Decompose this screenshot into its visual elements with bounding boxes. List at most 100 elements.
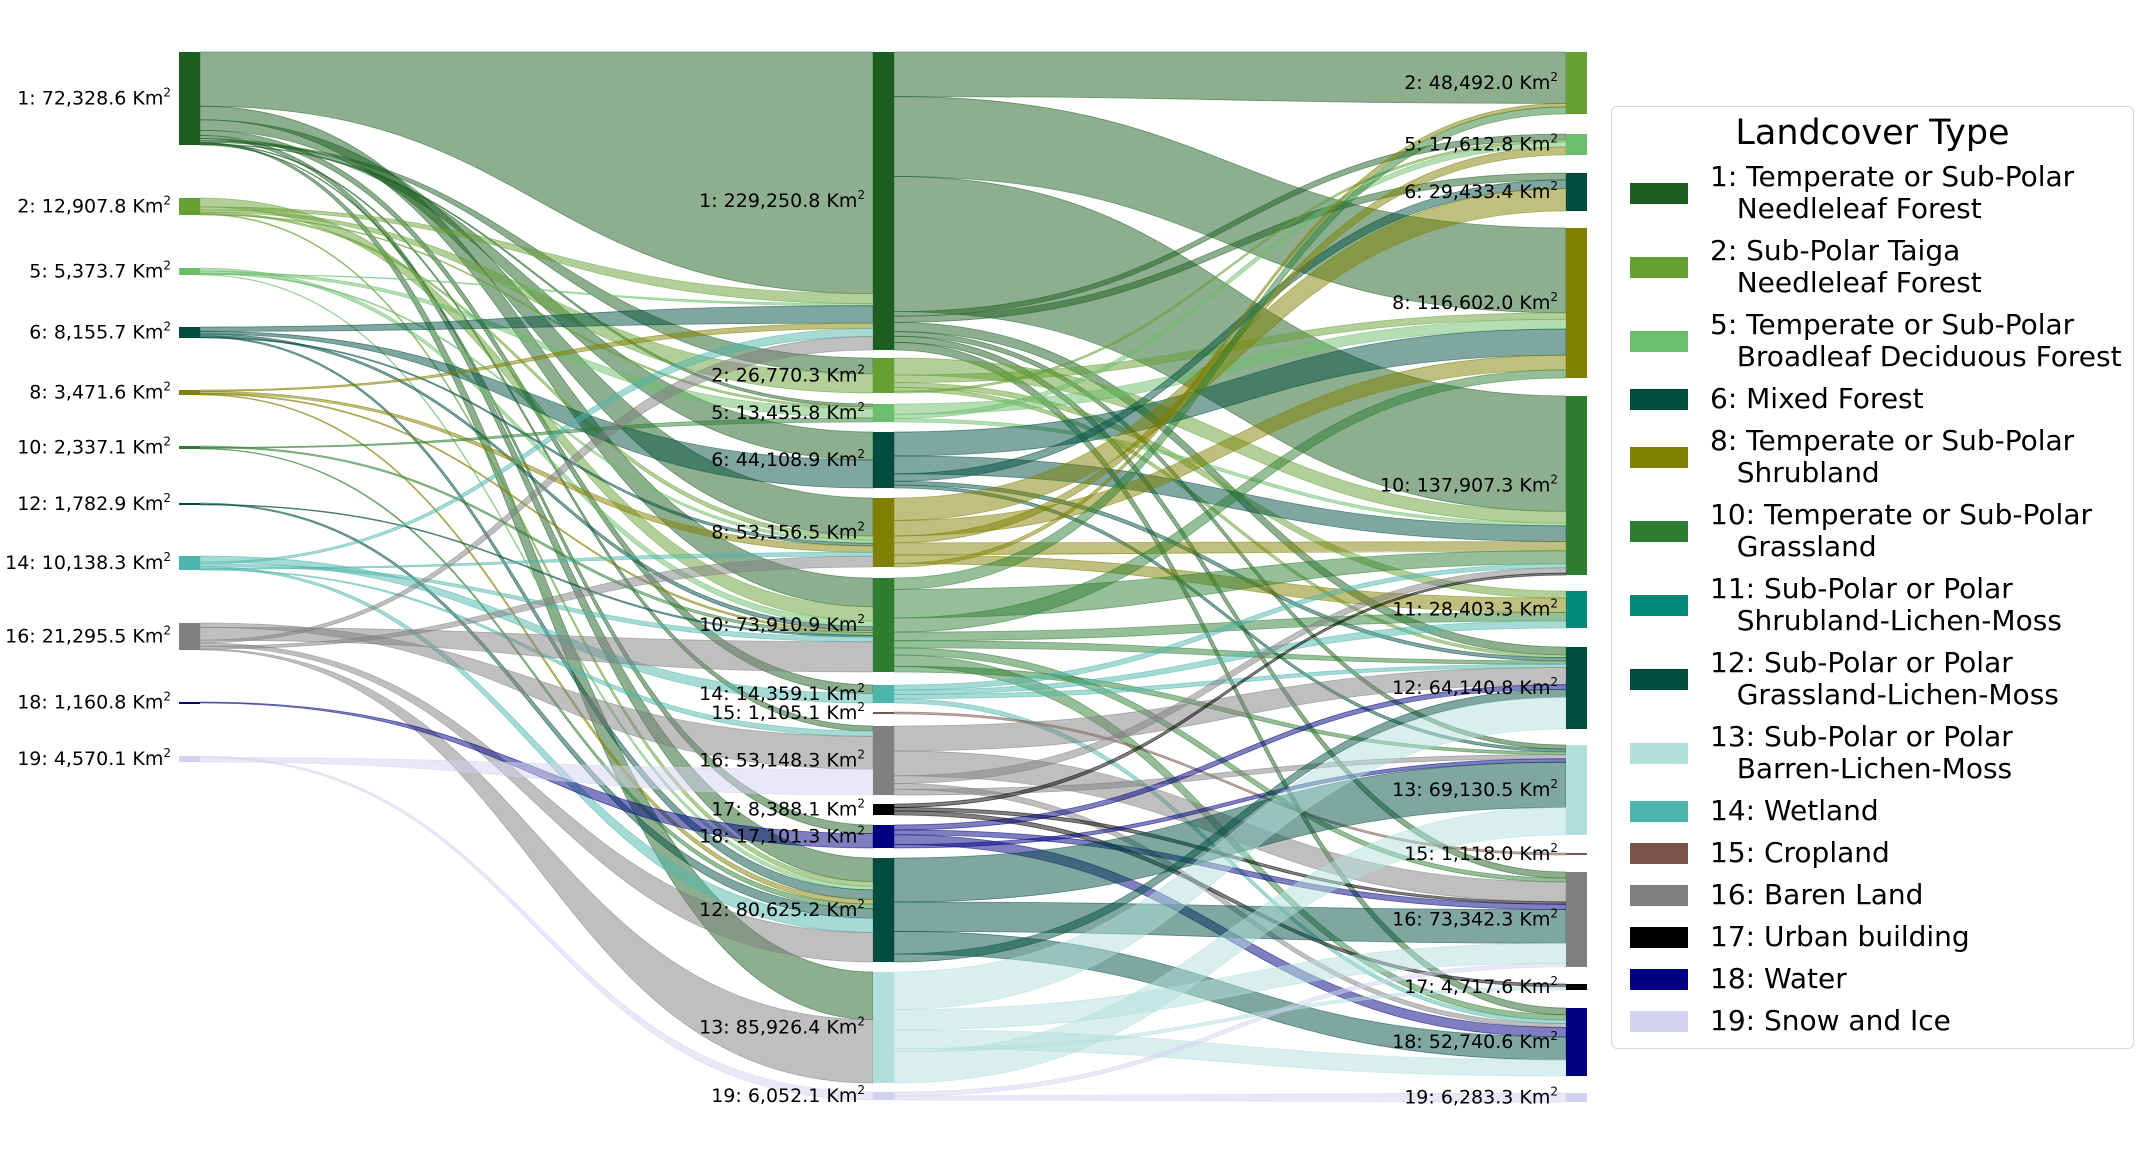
- legend-label: 13: Sub-Polar or Polar Barren-Lichen-Mos…: [1710, 720, 2013, 785]
- legend-label: 10: Temperate or Sub-Polar Grassland: [1710, 498, 2092, 563]
- sankey-node-col0-class-2: [179, 198, 200, 215]
- legend-swatch: [1630, 885, 1688, 906]
- legend-swatch: [1630, 331, 1688, 352]
- node-label-col0-class-10: 10: 2,337.1 Km2: [17, 435, 171, 459]
- node-label-col2-class-12: 12: 64,140.8 Km2: [1392, 675, 1558, 699]
- node-label-col0-class-12: 12: 1,782.9 Km2: [17, 491, 171, 515]
- legend-label: 15: Cropland: [1710, 836, 1890, 869]
- legend-swatch: [1630, 1011, 1688, 1032]
- node-label-col0-class-16: 16: 21,295.5 Km2: [5, 624, 171, 648]
- sankey-node-col1-class-10: [873, 578, 894, 672]
- legend-label: 1: Temperate or Sub-Polar Needleleaf For…: [1710, 160, 2075, 225]
- sankey-node-col0-class-18: [179, 702, 200, 704]
- sankey-node-col0-class-6: [179, 327, 200, 338]
- node-label-col1-class-8: 8: 53,156.5 Km2: [711, 520, 865, 544]
- node-label-col0-class-6: 6: 8,155.7 Km2: [29, 320, 171, 344]
- sankey-node-col0-class-5: [179, 268, 200, 275]
- sankey-node-col1-class-16: [873, 726, 894, 795]
- sankey-node-col1-class-13: [873, 972, 894, 1083]
- legend-item-12: 12: Sub-Polar or Polar Grassland-Lichen-…: [1622, 647, 2127, 711]
- sankey-node-col2-class-19: [1566, 1093, 1587, 1102]
- sankey-node-col1-class-6: [873, 432, 894, 488]
- legend-swatch: [1630, 801, 1688, 822]
- legend-title: Landcover Type: [1735, 113, 2010, 153]
- sankey-svg: 1: 72,328.6 Km2 2: 12,907.8 Km2 5: 5,373.7…: [5, 51, 1587, 1109]
- legend-label: 19: Snow and Ice: [1710, 1004, 1951, 1037]
- legend-label: 6: Mixed Forest: [1710, 382, 1924, 415]
- node-label-col1-class-18: 18: 17,101.3 Km2: [699, 824, 865, 848]
- legend-swatch: [1630, 743, 1688, 764]
- sankey-node-col1-class-14: [873, 685, 894, 703]
- sankey-node-col1-class-5: [873, 404, 894, 422]
- node-label-col2-class-16: 16: 73,342.3 Km2: [1392, 907, 1558, 931]
- legend-swatch: [1630, 843, 1688, 864]
- legend-item-8: 8: Temperate or Sub-Polar Shrubland: [1622, 425, 2127, 489]
- node-label-col0-class-14: 14: 10,138.3 Km2: [5, 550, 171, 574]
- node-label-col2-class-18: 18: 52,740.6 Km2: [1392, 1029, 1558, 1053]
- node-label-col2-class-5: 5: 17,612.8 Km2: [1404, 132, 1558, 156]
- legend-swatch: [1630, 969, 1688, 990]
- node-label-col1-class-6: 6: 44,108.9 Km2: [711, 447, 865, 471]
- legend-item-5: 5: Temperate or Sub-Polar Broadleaf Deci…: [1622, 309, 2127, 373]
- sankey-node-col2-class-8: [1566, 228, 1587, 378]
- legend-swatch: [1630, 595, 1688, 616]
- legend-label: 12: Sub-Polar or Polar Grassland-Lichen-…: [1710, 646, 2059, 711]
- node-label-col1-class-17: 17: 8,388.1 Km2: [711, 797, 865, 821]
- sankey-link-0-16-to-1-13: [199, 648, 874, 1084]
- legend-item-17: 17: Urban building: [1622, 921, 2127, 953]
- node-label-col1-class-14: 14: 14,359.1 Km2: [699, 681, 865, 705]
- node-label-col1-class-16: 16: 53,148.3 Km2: [699, 748, 865, 772]
- sankey-node-col1-class-1: [873, 52, 894, 350]
- legend-label: 18: Water: [1710, 962, 1847, 995]
- node-label-col2-class-11: 11: 28,403.3 Km2: [1392, 597, 1558, 621]
- sankey-node-col0-class-14: [179, 556, 200, 570]
- node-label-col0-class-2: 2: 12,907.8 Km2: [17, 194, 171, 218]
- sankey-node-col0-class-19: [179, 756, 200, 762]
- legend-swatch: [1630, 927, 1688, 948]
- legend-label: 11: Sub-Polar or Polar Shrubland-Lichen-…: [1710, 572, 2062, 637]
- node-label-col2-class-10: 10: 137,907.3 Km2: [1380, 473, 1558, 497]
- node-label-col0-class-19: 19: 4,570.1 Km2: [17, 746, 171, 770]
- legend-swatch: [1630, 521, 1688, 542]
- sankey-node-col2-class-16: [1566, 872, 1587, 967]
- legend-swatch: [1630, 389, 1688, 410]
- sankey-node-col2-class-15: [1566, 853, 1587, 855]
- legend-label: 5: Temperate or Sub-Polar Broadleaf Deci…: [1710, 308, 2122, 373]
- legend-item-1: 1: Temperate or Sub-Polar Needleleaf For…: [1622, 161, 2127, 225]
- node-label-col2-class-2: 2: 48,492.0 Km2: [1404, 70, 1558, 94]
- legend-swatch: [1630, 447, 1688, 468]
- node-label-col2-class-17: 17: 4,717.6 Km2: [1404, 974, 1558, 998]
- legend-label: 2: Sub-Polar Taiga Needleleaf Forest: [1710, 234, 1982, 299]
- sankey-node-col2-class-5: [1566, 134, 1587, 155]
- sankey-link-0-2-to-1-2: [199, 209, 874, 394]
- sankey-node-col1-class-15: [873, 712, 894, 714]
- legend-item-16: 16: Baren Land: [1622, 879, 2127, 911]
- node-label-col2-class-6: 6: 29,433.4 Km2: [1404, 179, 1558, 203]
- sankey-node-col2-class-2: [1566, 52, 1587, 114]
- legend-label: 16: Baren Land: [1710, 878, 1924, 911]
- node-label-col1-class-13: 13: 85,926.4 Km2: [699, 1015, 865, 1039]
- nodes-layer: [179, 52, 1587, 1102]
- sankey-node-col0-class-10: [179, 446, 200, 449]
- node-label-col2-class-15: 15: 1,118.0 Km2: [1404, 841, 1558, 865]
- sankey-node-col2-class-10: [1566, 396, 1587, 575]
- legend: Landcover Type 1: Temperate or Sub-Polar…: [1611, 106, 2134, 1049]
- legend-item-13: 13: Sub-Polar or Polar Barren-Lichen-Mos…: [1622, 721, 2127, 785]
- node-label-col1-class-10: 10: 73,910.9 Km2: [699, 612, 865, 636]
- node-label-col1-class-12: 12: 80,625.2 Km2: [699, 897, 865, 921]
- sankey-node-col2-class-13: [1566, 745, 1587, 835]
- sankey-node-col0-class-12: [179, 503, 200, 505]
- sankey-node-col0-class-16: [179, 623, 200, 650]
- sankey-node-col1-class-12: [873, 858, 894, 962]
- legend-swatch: [1630, 183, 1688, 204]
- node-label-col1-class-19: 19: 6,052.1 Km2: [711, 1083, 865, 1107]
- legend-item-19: 19: Snow and Ice: [1622, 1005, 2127, 1037]
- node-label-col0-class-5: 5: 5,373.7 Km2: [29, 259, 171, 283]
- sankey-node-col2-class-12: [1566, 647, 1587, 729]
- legend-item-2: 2: Sub-Polar Taiga Needleleaf Forest: [1622, 235, 2127, 299]
- legend-item-10: 10: Temperate or Sub-Polar Grassland: [1622, 499, 2127, 563]
- node-label-col0-class-18: 18: 1,160.8 Km2: [17, 690, 171, 714]
- sankey-node-col2-class-11: [1566, 591, 1587, 628]
- legend-item-18: 18: Water: [1622, 963, 2127, 995]
